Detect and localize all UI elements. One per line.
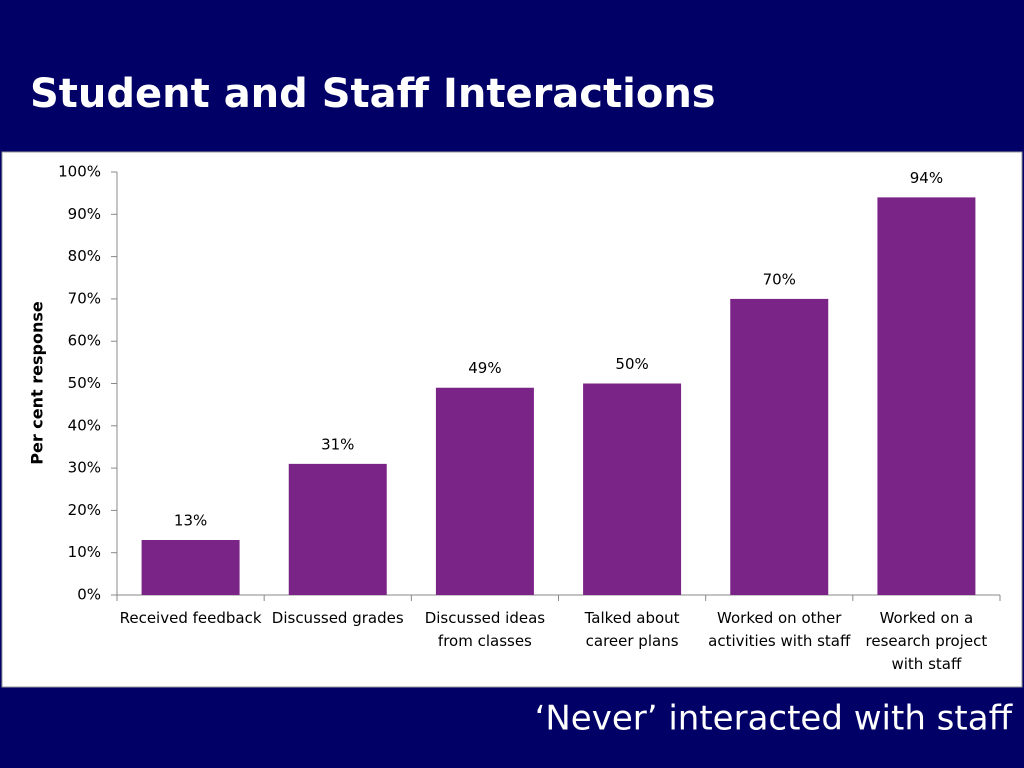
- bar: [730, 298, 829, 595]
- y-tick-label: 40%: [68, 416, 101, 434]
- x-tick-label: Discussed grades: [271, 609, 404, 627]
- y-axis-label: Per cent response: [28, 301, 47, 465]
- data-label: 13%: [174, 512, 207, 530]
- y-tick-label: 100%: [58, 163, 101, 181]
- y-tick-label: 10%: [68, 543, 101, 561]
- bar: [435, 387, 534, 595]
- x-tick-label-box: Discussed grades: [271, 609, 404, 627]
- y-tick-label: 60%: [68, 332, 101, 350]
- x-tick-label: Worked on a research project with staff: [865, 609, 988, 673]
- annotation: ‘Never’ interacted with staff: [535, 699, 1014, 739]
- x-tick-label-box: Worked on other activities with staff: [708, 609, 851, 650]
- y-tick-label: 0%: [77, 586, 101, 604]
- y-tick-label: 70%: [68, 289, 101, 307]
- x-tick-label: Worked on other activities with staff: [708, 609, 851, 650]
- data-label: 50%: [615, 355, 648, 373]
- y-tick-label: 20%: [68, 501, 101, 519]
- slide-title: Student and Staff Interactions: [30, 71, 716, 117]
- data-label: 94%: [910, 169, 943, 187]
- bar: [288, 463, 387, 595]
- x-tick-label-box: Worked on a research project with staff: [865, 609, 988, 673]
- x-tick-label-box: Received feedback: [119, 609, 262, 627]
- y-tick-label: 50%: [68, 374, 101, 392]
- x-tick-label: Talked about career plans: [584, 609, 680, 650]
- x-tick-label: Received feedback: [119, 609, 262, 627]
- bar: [877, 197, 976, 595]
- x-tick-label: Discussed ideas from classes: [424, 609, 546, 650]
- bar: [141, 540, 240, 595]
- x-tick-label-box: Talked about career plans: [584, 609, 680, 650]
- data-label: 49%: [468, 359, 501, 377]
- y-tick-label: 30%: [68, 459, 101, 477]
- x-tick-label-box: Discussed ideas from classes: [424, 609, 546, 650]
- y-tick-label: 90%: [68, 205, 101, 223]
- bar: [583, 383, 682, 595]
- data-label: 31%: [321, 435, 354, 453]
- data-label: 70%: [763, 270, 796, 288]
- y-tick-label: 80%: [68, 247, 101, 265]
